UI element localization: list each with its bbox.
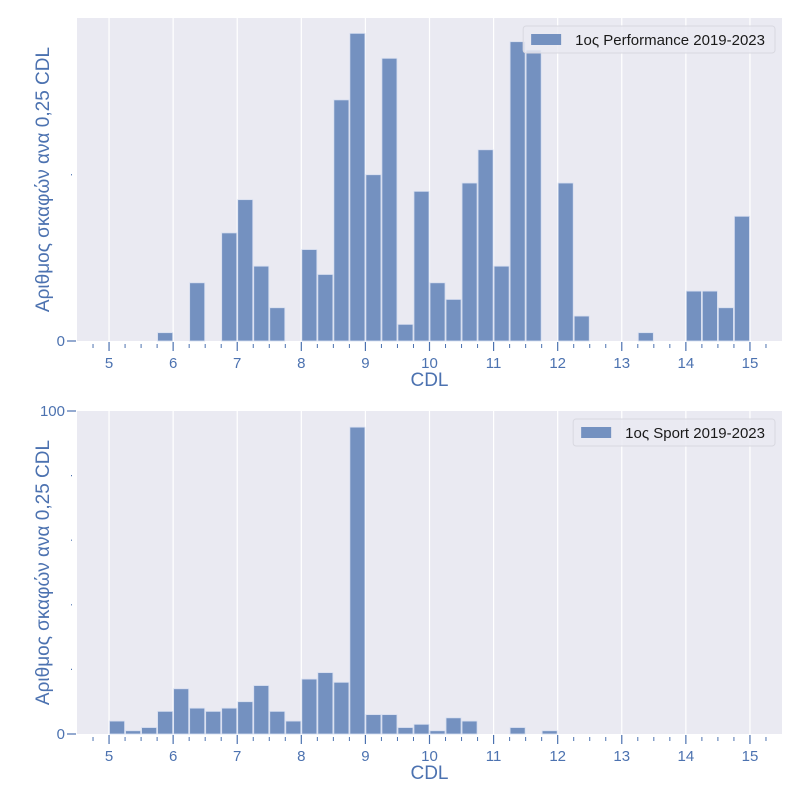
histogram-bar: [397, 727, 414, 735]
x-tick-label: 12: [549, 748, 566, 765]
x-tick-label: 9: [361, 355, 369, 372]
histogram-bar: [109, 720, 125, 735]
sport-histogram-panel: 5 6 7 8 9 10 11 12 13 14 15 0 100 CDL Αριθμος σκαφών α…: [33, 403, 782, 784]
histogram-bar: [253, 685, 270, 735]
histogram-bar: [445, 299, 462, 342]
x-axis-title: CDL: [410, 370, 448, 391]
x-tick-label: 7: [233, 355, 241, 372]
histogram-bar: [333, 681, 350, 735]
histogram-bar: [685, 290, 702, 342]
histogram-bar: [221, 707, 238, 735]
x-tick-label: 14: [678, 748, 695, 765]
legend: 1ος Performance 2019-2023: [522, 25, 776, 54]
histogram-bar: [509, 41, 526, 342]
histogram-bar: [381, 714, 398, 735]
x-tick-label: 9: [361, 748, 369, 765]
histogram-bar: [525, 49, 542, 342]
histogram-bar: [381, 57, 398, 342]
y-tick-label: 0: [57, 333, 65, 350]
histogram-bar: [157, 710, 174, 735]
histogram-bar: [269, 307, 286, 342]
histogram-bar: [365, 174, 382, 342]
y-tick-label: 100: [40, 403, 65, 420]
histogram-bar: [301, 249, 318, 342]
x-tick-label: 11: [486, 748, 502, 765]
x-tick-label: 13: [613, 748, 630, 765]
histogram-bar: [397, 323, 414, 342]
histogram-bar: [637, 332, 654, 342]
x-tick-label: 10: [421, 748, 438, 765]
x-axis-title: CDL: [410, 763, 448, 784]
histogram-bar: [734, 215, 750, 342]
histogram-bar: [125, 730, 141, 735]
histogram-bar: [429, 730, 446, 735]
histogram-bar: [461, 720, 478, 735]
histogram-bar: [557, 182, 574, 342]
histogram-bar: [509, 727, 526, 735]
histogram-bar: [477, 149, 494, 342]
x-tick-label: 13: [613, 355, 630, 372]
histogram-bar: [445, 717, 462, 735]
x-tick-label: 6: [169, 355, 177, 372]
legend-box: [522, 25, 776, 54]
histogram-bar: [541, 730, 558, 735]
histogram-bar: [237, 701, 254, 735]
histogram-bar: [333, 99, 350, 342]
histogram-bar: [269, 710, 286, 735]
histogram-bar: [173, 688, 190, 735]
histogram-bar: [317, 672, 334, 735]
histogram-bar: [365, 714, 382, 735]
legend-swatch: [531, 34, 562, 45]
histogram-bar: [461, 182, 478, 342]
y-axis-title: Αριθμος σκαφών ανα 0,25 CDL: [33, 47, 54, 312]
x-tick-label: 10: [421, 355, 438, 372]
histogram-bar: [413, 723, 430, 735]
histogram-bar: [237, 199, 254, 342]
x-tick-label: 8: [297, 748, 305, 765]
x-tick-label: 11: [486, 355, 502, 372]
histogram-bar: [349, 32, 366, 342]
histogram-bar: [429, 282, 446, 342]
y-axis-title: Αριθμος σκαφών ανα 0,25 CDL: [33, 440, 54, 705]
x-tick-label: 15: [742, 748, 759, 765]
legend-label: 1ος Performance 2019-2023: [575, 32, 765, 49]
histogram-bar: [189, 707, 206, 735]
histogram-bar: [189, 282, 206, 342]
histogram-bar: [205, 710, 222, 735]
histogram-bar: [221, 232, 238, 342]
histogram-bar: [157, 332, 174, 342]
x-tick-label: 8: [297, 355, 305, 372]
legend-swatch: [581, 427, 612, 438]
x-tick-label: 5: [105, 748, 113, 765]
histogram-bar: [573, 315, 590, 342]
histogram-bar: [493, 265, 510, 342]
histogram-bar: [413, 190, 430, 342]
histogram-bar: [141, 727, 158, 735]
histogram-bar: [718, 307, 734, 342]
histogram-bar: [253, 265, 270, 342]
histogram-bar: [349, 426, 366, 735]
histogram-bar: [301, 678, 318, 735]
histogram-bar: [317, 274, 334, 342]
performance-histogram-panel: 5 6 7 8 9 10 11 12 13 14 15 0 CDL Αριθμος σκαφών ανα …: [33, 18, 782, 391]
x-tick-label: 5: [105, 355, 113, 372]
x-tick-label: 7: [233, 748, 241, 765]
legend-box: [572, 418, 776, 447]
histogram-bar: [701, 290, 718, 342]
histogram-bar: [285, 720, 302, 735]
x-tick-label: 14: [678, 355, 695, 372]
legend: 1ος Sport 2019-2023: [572, 418, 776, 447]
x-tick-label: 15: [742, 355, 759, 372]
legend-label: 1ος Sport 2019-2023: [625, 425, 765, 442]
x-tick-label: 12: [549, 355, 566, 372]
y-tick-label: 0: [57, 726, 65, 743]
x-tick-label: 6: [169, 748, 177, 765]
